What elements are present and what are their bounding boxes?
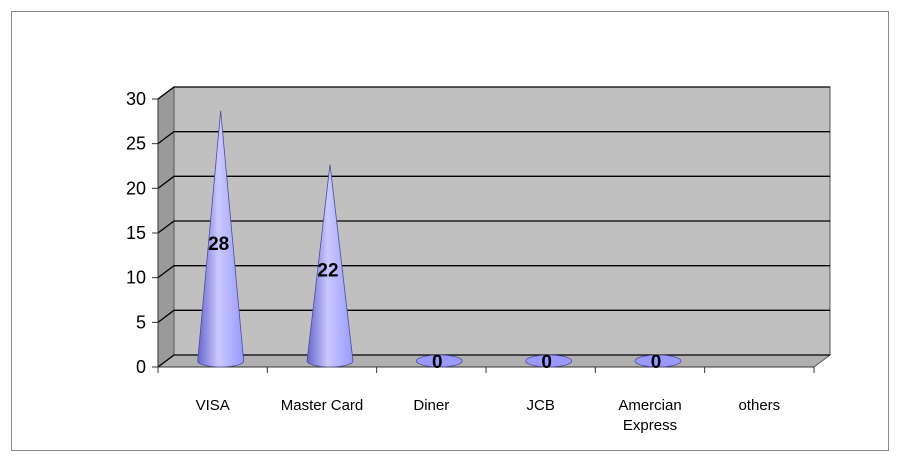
gridline [157, 86, 830, 100]
x-tick-label: Amercian Express [618, 397, 681, 434]
y-tick-label: 0 [136, 357, 146, 377]
y-tick-label: 5 [136, 312, 146, 332]
gridline [157, 220, 830, 234]
y-tick-label: 20 [126, 178, 146, 198]
data-label: 0 [651, 352, 662, 373]
x-axis: VISA Master Card Diner JCB Amercian Express ot… [157, 366, 815, 434]
gridline [157, 354, 830, 368]
x-tick-label: JCB [526, 397, 554, 414]
cone-bar-chart: 0 5 10 15 20 25 30 VISA Master Card Diner JCB Amer… [126, 86, 832, 434]
cone-bar [197, 110, 245, 368]
cone-series [197, 110, 682, 368]
cone-bar [306, 164, 354, 368]
x-tick-label: Diner [413, 397, 449, 414]
cone-bar [415, 354, 463, 368]
x-tick-label: others [738, 397, 780, 414]
gridline [157, 175, 830, 189]
gridline [157, 131, 830, 145]
gridline [157, 265, 830, 279]
floor [156, 354, 832, 368]
gridline [157, 309, 830, 323]
y-tick-label: 10 [126, 268, 146, 288]
gridlines [157, 86, 830, 368]
y-axis: 0 5 10 15 20 25 30 [126, 89, 159, 377]
cone-bar [525, 354, 573, 368]
data-labels: 28 22 0 0 0 [208, 234, 661, 373]
y-tick-label: 15 [126, 223, 146, 243]
plot-walls [156, 86, 832, 368]
data-label: 0 [432, 352, 443, 373]
x-tick-label: VISA [196, 397, 230, 414]
data-label: 28 [208, 234, 229, 255]
chart-frame: 0 5 10 15 20 25 30 VISA Master Card Diner JCB Amer… [11, 11, 889, 451]
cone-bar [634, 354, 682, 368]
data-label: 22 [317, 261, 338, 282]
y-tick-label: 30 [126, 89, 146, 109]
data-label: 0 [541, 352, 552, 373]
y-tick-label: 25 [126, 134, 146, 154]
x-tick-label: Master Card [281, 397, 364, 414]
